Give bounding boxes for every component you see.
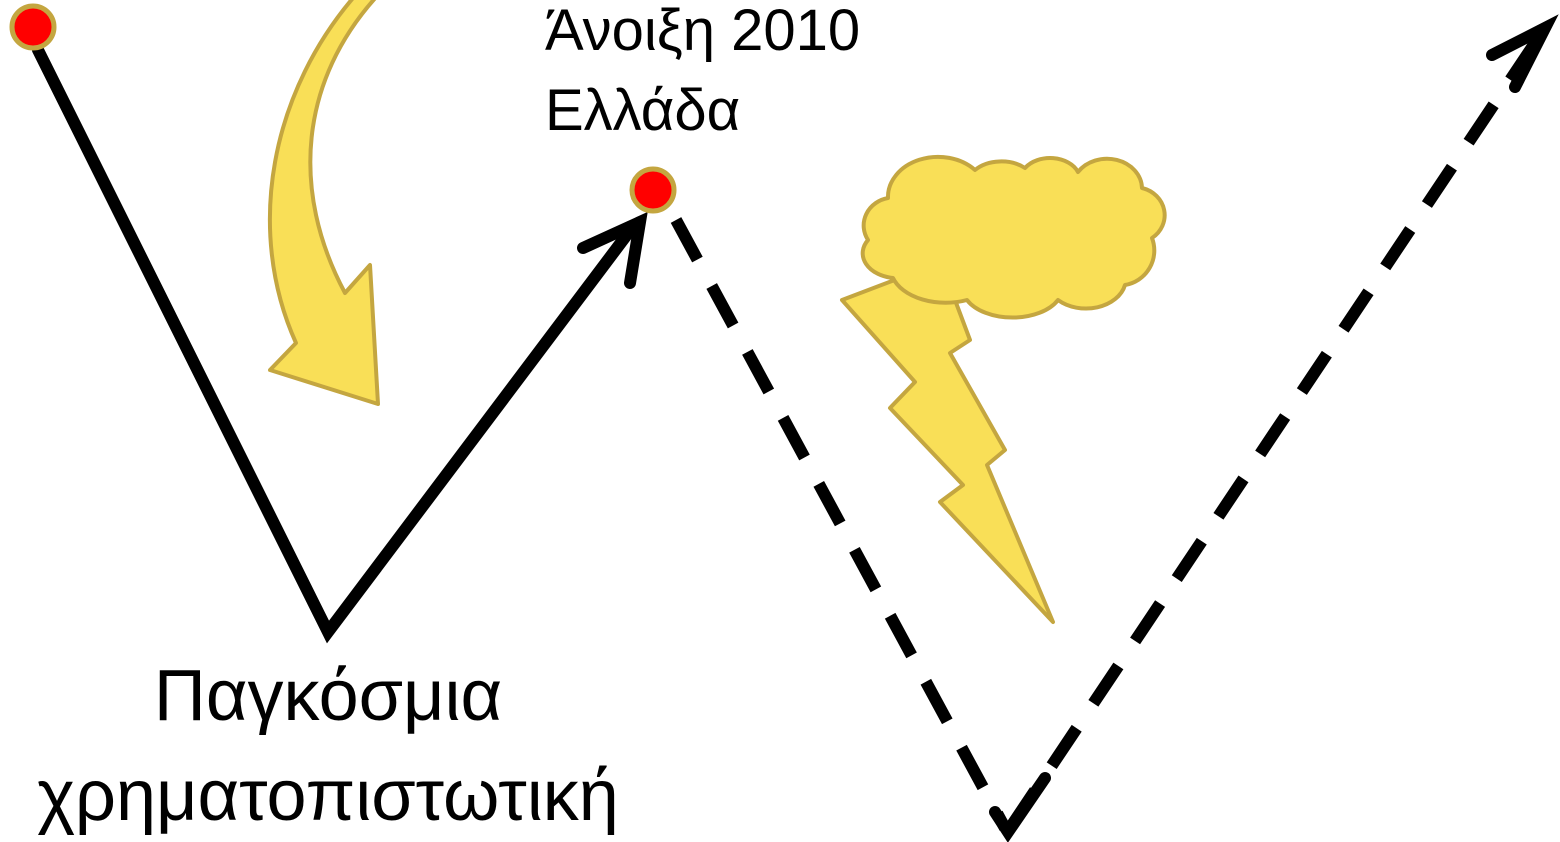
label: Άνοιξη 2010 bbox=[545, 0, 860, 63]
label: χρηματοπιστωτική bbox=[37, 756, 619, 836]
label: Παγκόσμια bbox=[154, 656, 502, 736]
curved-arrow bbox=[270, 0, 378, 404]
cloud bbox=[863, 157, 1165, 318]
point bbox=[632, 169, 674, 211]
point bbox=[12, 6, 54, 48]
diagram: Άνοιξη 2010 Ελλάδα Παγκόσμια χρηματοπιστ… bbox=[0, 0, 1560, 842]
lightning-bolt bbox=[842, 278, 1053, 622]
dashed-arrow-tip bbox=[995, 778, 1045, 832]
dashed-path bbox=[1010, 28, 1545, 828]
label: Ελλάδα bbox=[545, 78, 740, 143]
